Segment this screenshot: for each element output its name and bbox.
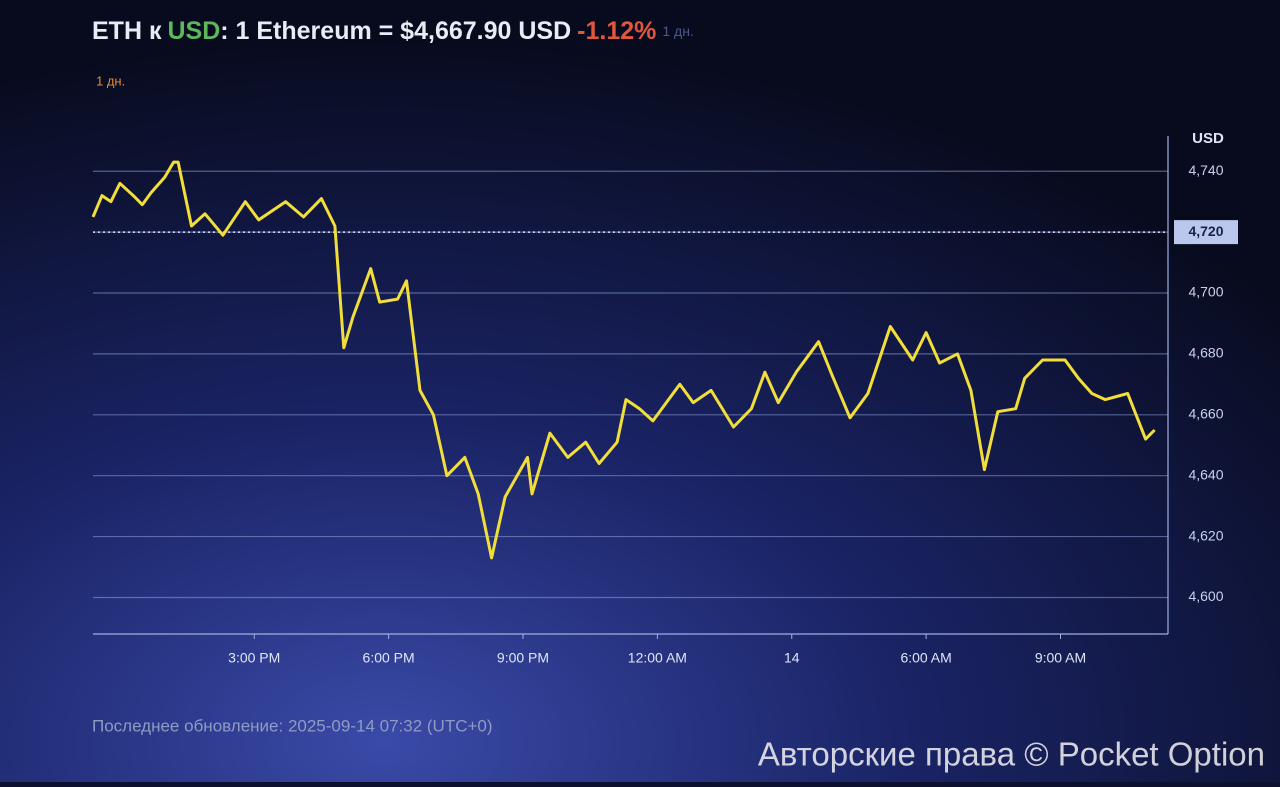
- price-line: [91, 160, 1156, 560]
- title-part: -1.12%: [577, 17, 656, 45]
- watermark: Авторские права © Pocket Option: [758, 736, 1265, 773]
- x-tick-label: 6:00 AM: [900, 650, 951, 666]
- title-part: 1 дн.: [662, 23, 693, 39]
- x-tick-label: 12:00 AM: [628, 650, 687, 666]
- y-axis-label: USD: [1192, 130, 1224, 147]
- x-tick-label: 14: [784, 650, 800, 666]
- y-tick-label: 4,740: [1188, 162, 1223, 178]
- y-tick-label: 4,700: [1188, 284, 1223, 300]
- title-part: ETH к: [92, 17, 162, 45]
- title-part: : 1 Ethereum = $4,667.90 USD: [220, 17, 571, 45]
- y-tick-label: 4,600: [1188, 588, 1223, 604]
- price-label-box: [1174, 220, 1238, 245]
- chart-title: ETH к USD: 1 Ethereum = $4,667.90 USD -1.1…: [92, 17, 694, 45]
- x-tick-label: 9:00 PM: [497, 650, 549, 666]
- x-tick-label: 9:00 AM: [1035, 650, 1086, 666]
- footer: Последнее обновление: 2025-09-14 07:32 (…: [92, 716, 493, 735]
- title-part: USD: [167, 17, 220, 45]
- y-tick-label: 4,680: [1188, 345, 1223, 361]
- x-tick-label: 3:00 PM: [228, 650, 280, 666]
- y-tick-label: 4,660: [1188, 405, 1223, 421]
- y-tick-label: 4,640: [1188, 466, 1223, 482]
- y-tick-label: 4,720: [1188, 223, 1223, 239]
- y-tick-label: 4,620: [1188, 527, 1223, 543]
- x-tick-label: 6:00 PM: [363, 650, 415, 666]
- subtitle: 1 дн.: [96, 73, 125, 88]
